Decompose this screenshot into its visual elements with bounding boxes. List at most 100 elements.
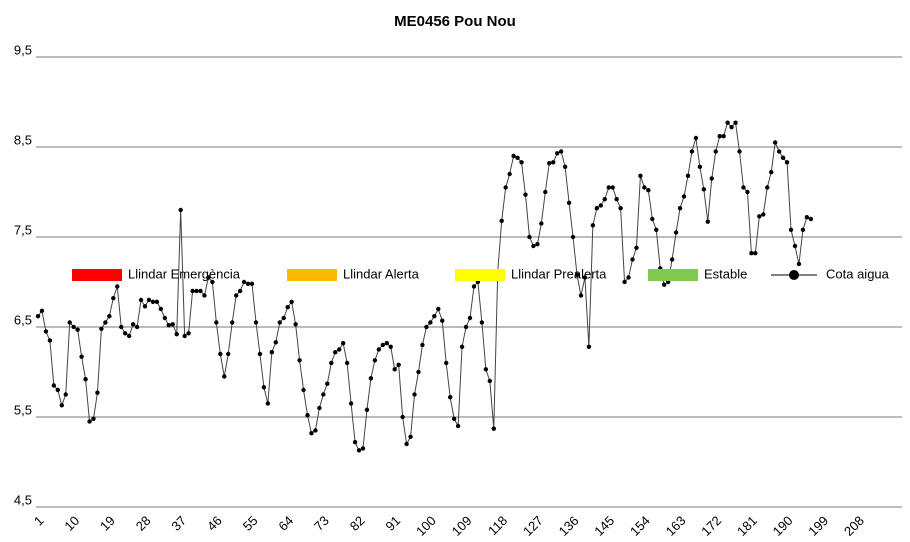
data-point bbox=[432, 314, 437, 319]
data-point bbox=[126, 333, 132, 339]
data-point bbox=[772, 140, 778, 145]
data-point bbox=[83, 377, 88, 382]
legend-label: Llindar Prealerta bbox=[511, 266, 607, 281]
data-point bbox=[372, 358, 378, 363]
data-point bbox=[586, 344, 592, 349]
data-point bbox=[364, 407, 370, 412]
data-point bbox=[626, 275, 631, 280]
data-point bbox=[745, 189, 750, 195]
data-point bbox=[95, 390, 100, 395]
data-point bbox=[194, 288, 199, 294]
y-tick-label: 4,5 bbox=[14, 492, 32, 507]
data-point bbox=[574, 272, 580, 277]
data-point bbox=[115, 284, 120, 289]
data-point bbox=[594, 206, 600, 211]
x-tick-label: 172 bbox=[698, 513, 724, 539]
data-point bbox=[788, 227, 794, 232]
data-point bbox=[222, 374, 227, 379]
data-point bbox=[467, 315, 473, 321]
x-tick-label: 136 bbox=[556, 513, 582, 539]
data-point bbox=[428, 320, 433, 325]
x-tick-label: 28 bbox=[133, 513, 154, 534]
x-tick-label: 55 bbox=[240, 513, 261, 534]
data-point bbox=[784, 160, 790, 165]
data-point bbox=[265, 401, 271, 406]
data-point bbox=[368, 376, 374, 381]
data-point bbox=[523, 192, 528, 197]
data-point bbox=[499, 218, 504, 223]
legend-label: Estable bbox=[704, 266, 747, 281]
data-point bbox=[689, 149, 695, 154]
y-tick-label: 5,5 bbox=[14, 402, 32, 417]
data-point bbox=[753, 251, 758, 256]
x-tick-label: 10 bbox=[61, 513, 82, 534]
data-point bbox=[444, 360, 449, 366]
x-tick-label: 64 bbox=[275, 513, 296, 534]
data-point bbox=[111, 296, 116, 301]
data-point bbox=[178, 207, 183, 213]
data-point bbox=[245, 281, 251, 286]
data-point bbox=[249, 281, 255, 286]
data-point bbox=[642, 185, 647, 190]
x-tick-label: 46 bbox=[204, 513, 225, 534]
data-point bbox=[107, 314, 112, 319]
data-point bbox=[673, 230, 679, 235]
data-point bbox=[261, 385, 267, 390]
data-point bbox=[459, 344, 465, 349]
data-point bbox=[483, 367, 489, 372]
data-point bbox=[487, 378, 493, 384]
data-point bbox=[451, 416, 457, 421]
data-point bbox=[416, 369, 421, 375]
data-point bbox=[309, 431, 314, 436]
data-point bbox=[420, 342, 425, 348]
data-point bbox=[392, 367, 397, 372]
data-point bbox=[757, 214, 762, 219]
data-point bbox=[491, 426, 496, 431]
data-point bbox=[558, 149, 564, 154]
data-point bbox=[356, 448, 362, 453]
x-tick-label: 127 bbox=[520, 513, 546, 539]
data-point bbox=[63, 392, 68, 397]
data-point bbox=[39, 308, 45, 313]
data-point bbox=[796, 261, 802, 267]
data-point bbox=[471, 284, 477, 289]
data-point bbox=[578, 293, 584, 298]
data-point bbox=[630, 257, 635, 262]
data-point bbox=[590, 223, 596, 228]
data-point bbox=[440, 318, 445, 323]
data-point bbox=[582, 275, 588, 280]
data-point bbox=[317, 405, 322, 411]
x-tick-label: 199 bbox=[805, 513, 831, 539]
data-point bbox=[733, 120, 738, 125]
data-point bbox=[650, 216, 655, 222]
x-tick-label: 118 bbox=[485, 513, 510, 538]
data-point bbox=[646, 188, 651, 193]
data-point bbox=[119, 324, 124, 330]
data-point bbox=[47, 338, 53, 343]
data-point bbox=[174, 332, 179, 337]
data-point bbox=[527, 234, 532, 240]
data-point bbox=[749, 251, 754, 256]
y-tick-label: 8,5 bbox=[14, 132, 32, 147]
data-point bbox=[404, 441, 409, 447]
data-point bbox=[226, 351, 231, 357]
x-tick-label: 208 bbox=[841, 513, 867, 539]
data-point bbox=[67, 320, 72, 325]
x-tick-label: 181 bbox=[734, 513, 760, 539]
data-point bbox=[400, 414, 405, 420]
data-point bbox=[570, 234, 576, 240]
data-point bbox=[142, 304, 148, 309]
data-point bbox=[269, 350, 275, 355]
data-point bbox=[408, 434, 413, 439]
data-point bbox=[182, 333, 187, 339]
data-point bbox=[737, 149, 742, 154]
legend-swatch bbox=[648, 269, 698, 281]
data-point bbox=[337, 347, 342, 352]
legend-label: Llindar Alerta bbox=[343, 266, 420, 281]
data-point bbox=[281, 315, 286, 321]
data-point bbox=[804, 215, 810, 220]
data-point bbox=[776, 149, 782, 154]
data-point bbox=[602, 197, 607, 202]
data-point bbox=[396, 362, 401, 367]
